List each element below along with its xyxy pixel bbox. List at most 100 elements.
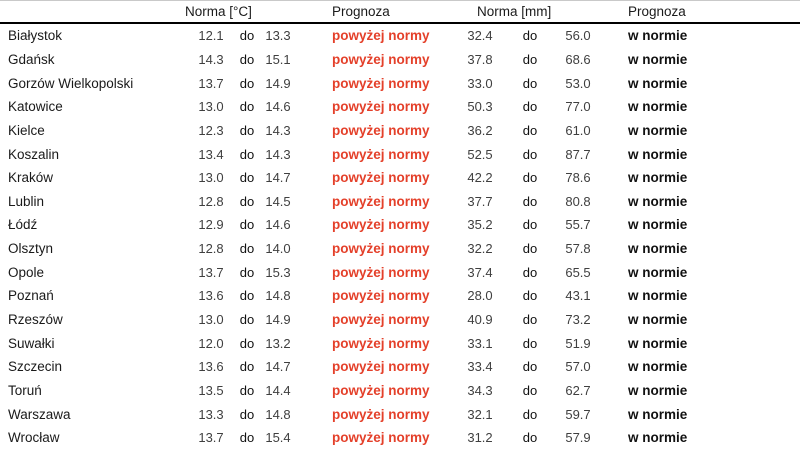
precip-forecast: w normie (628, 359, 688, 375)
precip-min-value: 32.1 (467, 406, 493, 422)
city-name: Suwałki (8, 335, 55, 351)
separator-label: do (239, 288, 255, 304)
temp-min-value: 12.8 (198, 193, 224, 209)
separator-label: do (239, 99, 255, 115)
temp-min-value: 13.6 (198, 288, 224, 304)
separator-label: do (239, 122, 255, 138)
precip-max-value: 57.9 (565, 430, 591, 446)
table-row: Olsztyn 12.8 do 14.0 powyżej normy 32.2 do 57.8… (0, 237, 800, 261)
separator-label: do (239, 146, 255, 162)
temp-min-value: 13.7 (198, 430, 224, 446)
separator-label: do (239, 75, 255, 91)
city-name: Koszalin (8, 146, 60, 162)
temp-max-value: 15.4 (265, 430, 291, 446)
separator-label: do (522, 75, 538, 91)
precip-forecast: w normie (628, 312, 688, 327)
precip-max-value: 68.6 (565, 51, 591, 67)
city-name: Gorzów Wielkopolski (8, 75, 134, 91)
city-name: Szczecin (8, 359, 63, 375)
precip-max-value: 55.7 (565, 217, 591, 233)
table-row: Lublin 12.8 do 14.5 powyżej normy 37.7 do 80.8 w… (0, 189, 800, 213)
separator-label: do (239, 335, 255, 351)
city-name: Warszawa (8, 406, 71, 422)
table-row: Kielce 12.3 do 14.3 powyżej normy 36.2 do 61.0 w… (0, 119, 800, 143)
temp-forecast: powyżej normy (332, 193, 430, 209)
city-name: Kraków (8, 170, 54, 186)
city-name: Poznań (8, 288, 54, 304)
separator-label: do (522, 382, 538, 398)
separator-label: do (522, 217, 538, 233)
precip-min-value: 52.5 (467, 146, 493, 162)
temp-forecast: powyżej normy (332, 75, 430, 91)
temp-forecast: powyżej normy (332, 288, 430, 304)
table-row: Łódź 12.9 do 14.6 powyżej normy 35.2 do 55.7 w n… (0, 213, 800, 237)
table-row: Gdańsk 14.3 do 15.1 powyżej normy 37.8 do 68.6 w… (0, 48, 800, 72)
temp-max-value: 14.4 (265, 382, 291, 398)
precip-min-value: 28.0 (467, 288, 493, 304)
header-norma-temp-label: Norma [°C] (185, 4, 252, 19)
separator-label: do (522, 406, 538, 422)
header-prognoza-precip-label: Prognoza (628, 4, 686, 19)
precip-max-value: 62.7 (565, 382, 591, 398)
temp-min-value: 12.1 (198, 28, 224, 44)
precip-forecast: w normie (628, 335, 688, 351)
precip-forecast: w normie (628, 217, 688, 233)
precip-min-value: 32.4 (467, 28, 493, 44)
temp-forecast: powyżej normy (332, 99, 430, 115)
table-row: Gorzów Wielkopolski 13.7 do 14.9 powyżej nor… (0, 71, 800, 95)
temp-max-value: 14.3 (265, 122, 291, 138)
table-row: Warszawa 13.3 do 14.8 powyżej normy 32.1 do 59.… (0, 402, 800, 426)
temp-max-value: 14.9 (265, 75, 291, 91)
temp-forecast: powyżej normy (332, 146, 430, 162)
table-header-row: Norma [°C] Prognoza Norma [mm] Prognoza (0, 1, 800, 24)
temp-min-value: 14.3 (198, 51, 224, 67)
precip-forecast: w normie (628, 288, 688, 304)
precip-min-value: 37.7 (467, 193, 493, 209)
separator-label: do (522, 312, 538, 327)
temp-forecast: powyżej normy (332, 312, 430, 327)
precip-forecast: w normie (628, 75, 688, 91)
city-name: Olsztyn (8, 241, 54, 257)
separator-label: do (239, 28, 255, 44)
separator-label: do (522, 241, 538, 257)
precip-forecast: w normie (628, 406, 688, 422)
temp-min-value: 13.0 (198, 312, 224, 327)
temp-min-value: 13.0 (198, 99, 224, 115)
temp-min-value: 13.0 (198, 170, 224, 186)
precip-max-value: 43.1 (565, 288, 591, 304)
temp-max-value: 14.7 (265, 170, 291, 186)
precip-max-value: 78.6 (565, 170, 591, 186)
separator-label: do (522, 335, 538, 351)
separator-label: do (522, 146, 538, 162)
separator-label: do (239, 217, 255, 233)
temp-forecast: powyżej normy (332, 51, 430, 67)
precip-min-value: 33.1 (467, 335, 493, 351)
table-row: Szczecin 13.6 do 14.7 powyżej normy 33.4 do 57.… (0, 355, 800, 379)
temp-forecast: powyżej normy (332, 217, 430, 233)
temp-max-value: 14.9 (265, 312, 291, 327)
separator-label: do (239, 359, 255, 375)
separator-label: do (239, 193, 255, 209)
header-prognoza-temp-label: Prognoza (332, 4, 390, 19)
precip-forecast: w normie (628, 28, 688, 44)
precip-max-value: 87.7 (565, 146, 591, 162)
temp-min-value: 12.8 (198, 241, 224, 257)
precip-min-value: 36.2 (467, 122, 493, 138)
precip-max-value: 73.2 (565, 312, 591, 327)
precip-max-value: 51.9 (565, 335, 591, 351)
separator-label: do (239, 430, 255, 446)
precip-max-value: 57.8 (565, 241, 591, 257)
city-name: Gdańsk (8, 51, 55, 67)
temp-min-value: 13.6 (198, 359, 224, 375)
separator-label: do (522, 28, 538, 44)
temp-forecast: powyżej normy (332, 122, 430, 138)
forecast-table-body: Białystok 12.1 do 13.3 powyżej normy 32.4 do 56… (0, 24, 800, 450)
temp-min-value: 13.5 (198, 382, 224, 398)
temp-max-value: 14.7 (265, 359, 291, 375)
table-row: Opole 13.7 do 15.3 powyżej normy 37.4 do 65.5 w … (0, 260, 800, 284)
temp-max-value: 14.0 (265, 241, 291, 257)
temp-forecast: powyżej normy (332, 264, 430, 280)
city-name: Białystok (8, 28, 63, 44)
temp-max-value: 14.8 (265, 406, 291, 422)
